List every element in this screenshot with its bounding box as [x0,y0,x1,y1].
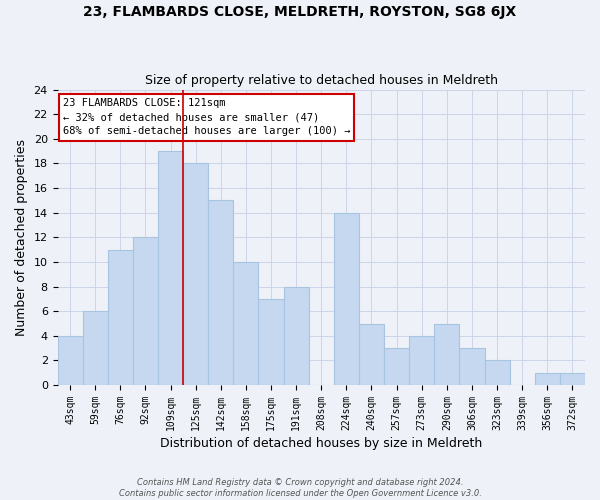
Bar [108,250,133,385]
Bar [83,311,108,385]
Y-axis label: Number of detached properties: Number of detached properties [15,139,28,336]
Bar [485,360,509,385]
X-axis label: Distribution of detached houses by size in Meldreth: Distribution of detached houses by size … [160,437,482,450]
Bar [259,299,284,385]
Bar [460,348,485,385]
Title: Size of property relative to detached houses in Meldreth: Size of property relative to detached ho… [145,74,498,87]
Bar [208,200,233,385]
Bar [535,373,560,385]
Bar [359,324,384,385]
Bar [284,286,309,385]
Bar [434,324,460,385]
Bar [384,348,409,385]
Bar [334,212,359,385]
Bar [183,164,208,385]
Bar [158,151,183,385]
Text: 23 FLAMBARDS CLOSE: 121sqm
← 32% of detached houses are smaller (47)
68% of semi: 23 FLAMBARDS CLOSE: 121sqm ← 32% of deta… [63,98,350,136]
Bar [409,336,434,385]
Bar [233,262,259,385]
Bar [560,373,585,385]
Bar [58,336,83,385]
Text: 23, FLAMBARDS CLOSE, MELDRETH, ROYSTON, SG8 6JX: 23, FLAMBARDS CLOSE, MELDRETH, ROYSTON, … [83,5,517,19]
Text: Contains HM Land Registry data © Crown copyright and database right 2024.
Contai: Contains HM Land Registry data © Crown c… [119,478,481,498]
Bar [133,238,158,385]
